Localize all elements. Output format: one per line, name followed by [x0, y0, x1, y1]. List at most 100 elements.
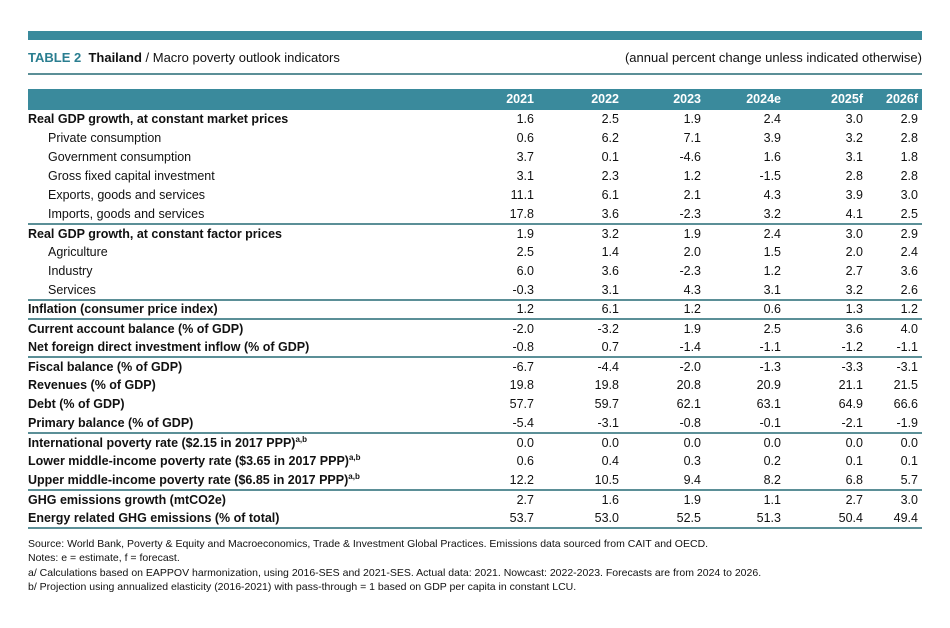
row-label-text: Real GDP growth, at constant market pric… [28, 112, 289, 126]
row-label-text: Government consumption [48, 150, 192, 164]
cell-value: 12.2 [458, 471, 538, 491]
cell-value: 1.1 [763, 492, 781, 507]
footnote-line: Source: World Bank, Poverty & Equity and… [28, 538, 709, 550]
cell-value: 6.0 [516, 264, 534, 278]
cell-value: -1.1 [705, 338, 785, 358]
row-label-text: Debt (% of GDP) [28, 397, 125, 411]
cell-value: 2.8 [900, 169, 918, 183]
cell-value: -3.1 [896, 359, 918, 374]
cell-value: -1.1 [867, 338, 922, 358]
table-row: Debt (% of GDP) 57.7 59.7 62.1 63.1 64.9 66.6 [28, 395, 922, 414]
cell-value: -6.7 [512, 359, 534, 374]
cell-value: 2.5 [601, 112, 619, 126]
cell-value: 1.9 [683, 321, 701, 336]
cell-value: 2.5 [763, 321, 781, 336]
cell-value: -0.8 [458, 338, 538, 358]
row-label: Real GDP growth, at constant factor pric… [28, 224, 458, 243]
indicators-table: 2021 2022 2023 2024e 2025f 2026f Real GDP gro… [28, 89, 922, 529]
row-label: Debt (% of GDP) [28, 395, 458, 414]
row-label: Real GDP growth, at constant market pric… [28, 110, 458, 129]
row-label-text: Revenues (% of GDP) [28, 378, 156, 392]
cell-value: 21.1 [838, 378, 863, 392]
row-label: Fiscal balance (% of GDP) [28, 357, 458, 376]
cell-value: -0.3 [458, 281, 538, 301]
cell-value: 0.0 [601, 435, 619, 450]
row-label-text: Inflation (consumer price index) [28, 302, 218, 316]
cell-value: 1.2 [683, 169, 701, 183]
cell-value: 0.6 [516, 454, 534, 468]
cell-value: 2.7 [516, 492, 534, 507]
footnote-marker: a,b [348, 452, 361, 462]
cell-value: 2.4 [763, 112, 781, 126]
cell-value: 3.6 [900, 264, 918, 278]
cell-value: 2.3 [601, 169, 619, 183]
row-label-text: Fiscal balance (% of GDP) [28, 359, 183, 374]
cell-value: 2.9 [900, 112, 918, 126]
cell-value: 1.9 [516, 226, 534, 241]
cell-value: 0.6 [516, 131, 534, 145]
cell-value: 2.9 [900, 226, 918, 241]
table-row: Private consumption 0.6 6.2 7.1 3.9 3.2 2.8 [28, 129, 922, 148]
table-content: 2021 2022 2023 2024e 2025f 2026f Real GDP gro… [28, 89, 922, 594]
table-subtitle: (annual percent change unless indicated … [624, 50, 922, 65]
cell-value: 3.1 [538, 281, 623, 301]
cell-value: 2.7 [845, 492, 863, 507]
cell-value: 64.9 [838, 397, 863, 411]
row-label: Upper middle-income poverty rate ($6.85 … [28, 471, 458, 491]
row-label: GHG emissions growth (mtCO2e) [28, 490, 458, 509]
row-label: Primary balance (% of GDP) [28, 414, 458, 434]
cell-value: 2.7 [845, 264, 863, 278]
cell-value: 0.6 [705, 300, 785, 320]
cell-value: 20.8 [676, 378, 701, 392]
cell-value: 11.1 [510, 188, 534, 202]
cell-value: 0.0 [845, 435, 863, 450]
row-label-text: Private consumption [48, 131, 162, 145]
cell-value: 5.7 [867, 471, 922, 491]
cell-value: -2.3 [679, 264, 701, 278]
row-label-text: International poverty rate ($2.15 in 201… [28, 435, 296, 450]
cell-value: 66.6 [893, 397, 918, 411]
cell-value: 50.4 [785, 509, 867, 529]
row-label-text: Net foreign direct investment inflow (% … [28, 339, 310, 354]
table-row: Energy related GHG emissions (% of total… [28, 509, 922, 529]
cell-value: 1.4 [601, 245, 619, 259]
cell-value: 1.2 [623, 300, 705, 320]
cell-value: 0.1 [845, 454, 863, 468]
cell-value: -2.3 [623, 205, 705, 225]
row-label-text: Exports, goods and services [48, 188, 206, 202]
cell-value: 62.1 [676, 397, 701, 411]
cell-value: 1.6 [516, 112, 534, 126]
cell-value: 3.2 [705, 205, 785, 225]
title-text: / Macro poverty outlook indicators [141, 50, 340, 65]
row-label: Energy related GHG emissions (% of total… [28, 509, 458, 529]
table-row: Industry 6.0 3.6 -2.3 1.2 2.7 3.6 [28, 262, 922, 281]
row-label: Inflation (consumer price index) [28, 300, 458, 320]
cell-value: 3.0 [845, 112, 863, 126]
row-label: Agriculture [28, 243, 458, 262]
cell-value: 1.9 [683, 492, 701, 507]
row-label-text: Upper middle-income poverty rate ($6.85 … [28, 472, 349, 487]
cell-value: -1.3 [759, 359, 781, 374]
table-row: Government consumption 3.7 0.1 -4.6 1.6 3.1 1.… [28, 148, 922, 167]
cell-value: -0.1 [705, 414, 785, 434]
cell-value: -3.3 [841, 359, 863, 374]
cell-value: -1.4 [623, 338, 705, 358]
cell-value: 3.7 [516, 150, 534, 164]
cell-value: 0.3 [683, 454, 701, 468]
table-row: Inflation (consumer price index) 1.2 6.1 1.… [28, 300, 922, 320]
column-header: 2025f [831, 92, 863, 106]
cell-value: -4.6 [679, 150, 701, 164]
footnote-marker: a,b [348, 471, 360, 481]
row-label: Revenues (% of GDP) [28, 376, 458, 395]
footnote-marker: a,b [295, 434, 308, 444]
country-name: Thailand [88, 50, 142, 65]
header-label [28, 89, 458, 110]
cell-value: 0.1 [900, 454, 918, 468]
row-label-text: Imports, goods and services [48, 206, 205, 221]
cell-value: 6.8 [785, 471, 867, 491]
cell-value: 20.9 [756, 378, 781, 392]
cell-value: 1.9 [683, 226, 701, 241]
cell-value: 1.8 [900, 150, 918, 164]
cell-value: 0.0 [516, 435, 534, 450]
row-label: International poverty rate ($2.15 in 201… [28, 433, 458, 452]
